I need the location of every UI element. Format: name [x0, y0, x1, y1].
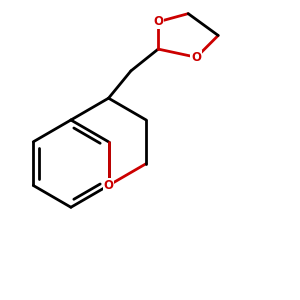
- Text: O: O: [191, 51, 201, 64]
- Text: O: O: [103, 179, 113, 192]
- Text: O: O: [153, 15, 163, 28]
